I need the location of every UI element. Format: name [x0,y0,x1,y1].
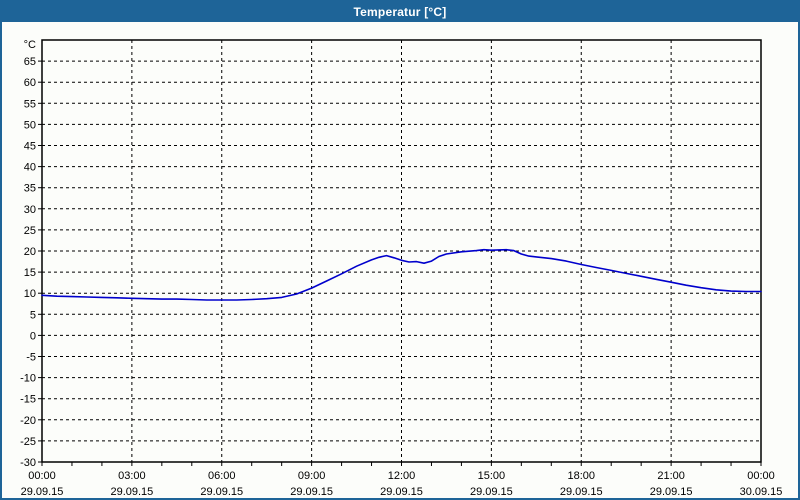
window-title: Temperatur [°C] [353,5,447,19]
y-axis-label: -30 [20,457,36,469]
y-axis-label: 55 [24,98,36,110]
temperature-chart: 65605550454035302520151050-5-10-15-20-25… [20,39,783,498]
y-axis-label: 60 [24,77,36,89]
x-axis-time-label: 18:00 [567,470,595,482]
y-axis-label: -10 [20,373,36,385]
x-axis-time-label: 21:00 [657,470,685,482]
x-axis-date-label: 29.09.15 [560,486,603,498]
x-axis-date-label: 29.09.15 [290,486,333,498]
x-axis-time-label: 09:00 [298,470,326,482]
y-axis-label: 35 [24,183,36,195]
y-axis-label: 10 [24,288,36,300]
x-axis-date-label: 30.09.15 [740,486,783,498]
x-axis-time-label: 03:00 [118,470,146,482]
y-axis-label: -5 [26,352,36,364]
x-axis-time-label: 00:00 [28,470,56,482]
y-axis-label: 0 [30,330,36,342]
y-axis-label: 5 [30,309,36,321]
x-axis-time-label: 06:00 [208,470,236,482]
y-axis-label: 65 [24,56,36,68]
y-axis-label: 15 [24,267,36,279]
x-axis-date-label: 29.09.15 [650,486,693,498]
y-axis-label: 45 [24,141,36,153]
chart-area: 65 60 55 50 45 40 35 30 25 20 15 10 5 0 -5 -10 -15 -20 -25… [2,22,798,498]
y-axis-label: -15 [20,394,36,406]
x-axis-time-label: 00:00 [747,470,775,482]
x-axis-date-label: 29.09.15 [470,486,513,498]
y-axis-label: 40 [24,162,36,174]
window-titlebar: Temperatur [°C] [2,2,798,22]
x-axis-date-label: 29.09.15 [110,486,153,498]
x-axis-date-label: 29.09.15 [380,486,423,498]
y-axis-unit-label: °C [24,39,36,51]
y-axis-label: -25 [20,436,36,448]
y-axis-label: 50 [24,119,36,131]
y-axis-label: 25 [24,225,36,237]
y-axis-label: -20 [20,415,36,427]
y-axis-label: 20 [24,246,36,258]
x-axis-time-label: 15:00 [478,470,506,482]
x-axis-time-label: 12:00 [388,470,416,482]
x-axis-date-label: 29.09.15 [21,486,64,498]
x-axis-date-label: 29.09.15 [200,486,243,498]
y-axis-label: 30 [24,204,36,216]
temperature-curve [41,248,762,301]
